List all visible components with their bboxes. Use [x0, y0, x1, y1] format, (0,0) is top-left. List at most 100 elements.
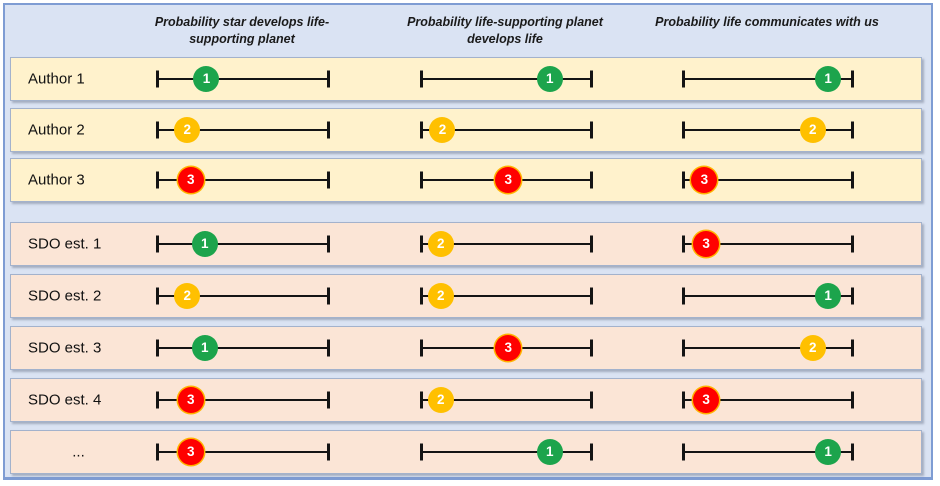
- range-line: [420, 294, 593, 298]
- range-cap-left: [156, 121, 159, 139]
- row-label: Author 3: [28, 171, 85, 189]
- probability-range-track: 1: [420, 431, 593, 473]
- range-cap-left: [682, 287, 685, 305]
- range-cap-right: [327, 70, 330, 88]
- range-cap-right: [590, 235, 593, 253]
- range-cap-left: [682, 171, 685, 189]
- range-cap-right: [590, 70, 593, 88]
- row-label: SDO est. 2: [28, 287, 102, 305]
- rating-marker: 3: [693, 231, 720, 257]
- row-sdo-est-2: SDO est. 2 2 2 1: [10, 274, 922, 318]
- probability-range-track: 3: [682, 223, 854, 265]
- rating-marker: 3: [495, 335, 522, 361]
- column-header-star-planet: Probability star develops life-supportin…: [154, 15, 330, 46]
- row-label: SDO est. 3: [28, 339, 102, 357]
- range-cap-left: [682, 391, 685, 409]
- rating-marker: 1: [815, 66, 842, 92]
- range-line: [156, 346, 330, 350]
- range-cap-right: [590, 339, 593, 357]
- range-cap-left: [156, 235, 159, 253]
- range-line: [682, 450, 854, 454]
- row-label: Author 1: [28, 70, 85, 88]
- range-cap-right: [851, 391, 854, 409]
- range-cap-left: [156, 443, 159, 461]
- range-cap-right: [590, 287, 593, 305]
- probability-range-track: 1: [682, 58, 854, 100]
- rating-marker: 2: [174, 283, 201, 309]
- range-cap-left: [420, 391, 423, 409]
- probability-range-track: 3: [156, 379, 330, 421]
- range-cap-right: [590, 391, 593, 409]
- probability-range-track: 2: [420, 275, 593, 317]
- probability-range-track: 3: [682, 379, 854, 421]
- range-cap-left: [156, 391, 159, 409]
- range-cap-right: [327, 121, 330, 139]
- range-cap-left: [420, 339, 423, 357]
- row-more: ... 3 1 1: [10, 430, 922, 474]
- range-cap-right: [851, 171, 854, 189]
- probability-range-track: 1: [156, 58, 330, 100]
- row-sdo-est-4: SDO est. 4 3 2 3: [10, 378, 922, 422]
- range-line: [156, 178, 330, 182]
- rating-marker: 2: [427, 231, 454, 257]
- range-cap-right: [327, 391, 330, 409]
- probability-range-track: 3: [156, 431, 330, 473]
- rating-marker: 1: [193, 66, 220, 92]
- row-label: Author 2: [28, 121, 85, 139]
- range-cap-left: [420, 287, 423, 305]
- range-line: [682, 294, 854, 298]
- row-sdo-est-1: SDO est. 1 1 2 3: [10, 222, 922, 266]
- range-cap-right: [327, 171, 330, 189]
- range-line: [156, 128, 330, 132]
- probability-range-track: 1: [682, 431, 854, 473]
- range-cap-right: [851, 443, 854, 461]
- range-line: [420, 242, 593, 246]
- probability-range-track: 2: [156, 109, 330, 151]
- range-cap-left: [682, 70, 685, 88]
- range-cap-left: [420, 443, 423, 461]
- rating-marker: 3: [177, 439, 204, 465]
- range-cap-left: [156, 171, 159, 189]
- range-cap-left: [156, 287, 159, 305]
- probability-range-track: 2: [682, 327, 854, 369]
- range-line: [156, 398, 330, 402]
- probability-range-track: 2: [156, 275, 330, 317]
- range-line: [420, 398, 593, 402]
- range-line: [682, 77, 854, 81]
- range-cap-right: [590, 121, 593, 139]
- range-cap-right: [327, 235, 330, 253]
- rating-marker: 1: [536, 439, 563, 465]
- range-cap-right: [851, 70, 854, 88]
- range-line: [682, 346, 854, 350]
- range-line: [156, 450, 330, 454]
- range-cap-left: [420, 235, 423, 253]
- range-line: [682, 128, 854, 132]
- rating-marker: 2: [429, 117, 456, 143]
- probability-range-track: 3: [682, 159, 854, 201]
- rating-marker: 3: [691, 167, 718, 193]
- column-header-planet-life: Probability life-supporting planet devel…: [407, 15, 603, 46]
- range-cap-right: [590, 443, 593, 461]
- range-cap-left: [682, 443, 685, 461]
- rating-marker: 1: [191, 231, 218, 257]
- rating-marker: 1: [815, 439, 842, 465]
- range-line: [682, 242, 854, 246]
- rating-marker: 2: [799, 335, 826, 361]
- range-cap-right: [327, 339, 330, 357]
- row-label: ...: [72, 443, 85, 461]
- range-cap-left: [156, 339, 159, 357]
- probability-range-track: 2: [420, 109, 593, 151]
- rating-marker: 3: [693, 387, 720, 413]
- row-author-3: Author 3 3 3 3: [10, 158, 922, 202]
- rating-marker: 2: [799, 117, 826, 143]
- rating-marker: 3: [495, 167, 522, 193]
- probability-range-track: 1: [420, 58, 593, 100]
- range-cap-right: [590, 171, 593, 189]
- rating-marker: 2: [427, 387, 454, 413]
- row-label: SDO est. 4: [28, 391, 102, 409]
- rating-marker: 2: [174, 117, 201, 143]
- rating-marker: 2: [427, 283, 454, 309]
- range-cap-left: [156, 70, 159, 88]
- probability-range-track: 3: [156, 159, 330, 201]
- row-label: SDO est. 1: [28, 235, 102, 253]
